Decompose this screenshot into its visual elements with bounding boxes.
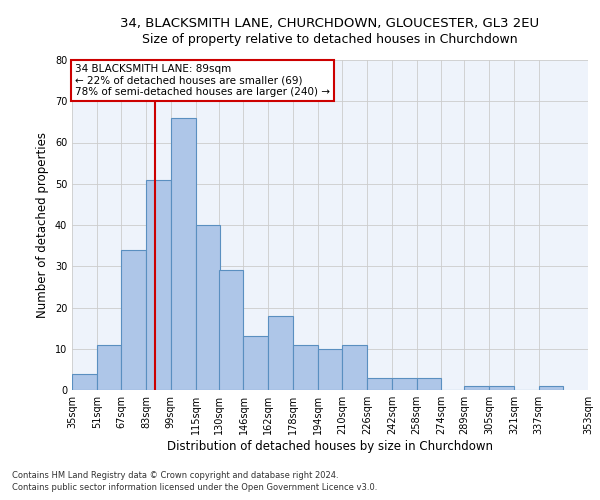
Text: 34 BLACKSMITH LANE: 89sqm
← 22% of detached houses are smaller (69)
78% of semi-: 34 BLACKSMITH LANE: 89sqm ← 22% of detac… [75, 64, 330, 98]
Text: Size of property relative to detached houses in Churchdown: Size of property relative to detached ho… [142, 32, 518, 46]
Bar [72, 374, 97, 390]
Bar [219, 270, 244, 390]
Y-axis label: Number of detached properties: Number of detached properties [36, 132, 49, 318]
Text: Contains public sector information licensed under the Open Government Licence v3: Contains public sector information licen… [12, 484, 377, 492]
Bar [146, 180, 171, 390]
Bar [392, 378, 416, 390]
X-axis label: Distribution of detached houses by size in Churchdown: Distribution of detached houses by size … [167, 440, 493, 453]
Bar [416, 378, 441, 390]
Bar [196, 225, 220, 390]
Text: 34, BLACKSMITH LANE, CHURCHDOWN, GLOUCESTER, GL3 2EU: 34, BLACKSMITH LANE, CHURCHDOWN, GLOUCES… [121, 18, 539, 30]
Bar [97, 344, 121, 390]
Bar [464, 386, 489, 390]
Bar [121, 250, 146, 390]
Bar [539, 386, 563, 390]
Text: Contains HM Land Registry data © Crown copyright and database right 2024.: Contains HM Land Registry data © Crown c… [12, 471, 338, 480]
Bar [268, 316, 293, 390]
Bar [171, 118, 196, 390]
Bar [317, 349, 343, 390]
Bar [367, 378, 392, 390]
Bar [293, 344, 317, 390]
Bar [343, 344, 367, 390]
Bar [244, 336, 268, 390]
Bar [489, 386, 514, 390]
